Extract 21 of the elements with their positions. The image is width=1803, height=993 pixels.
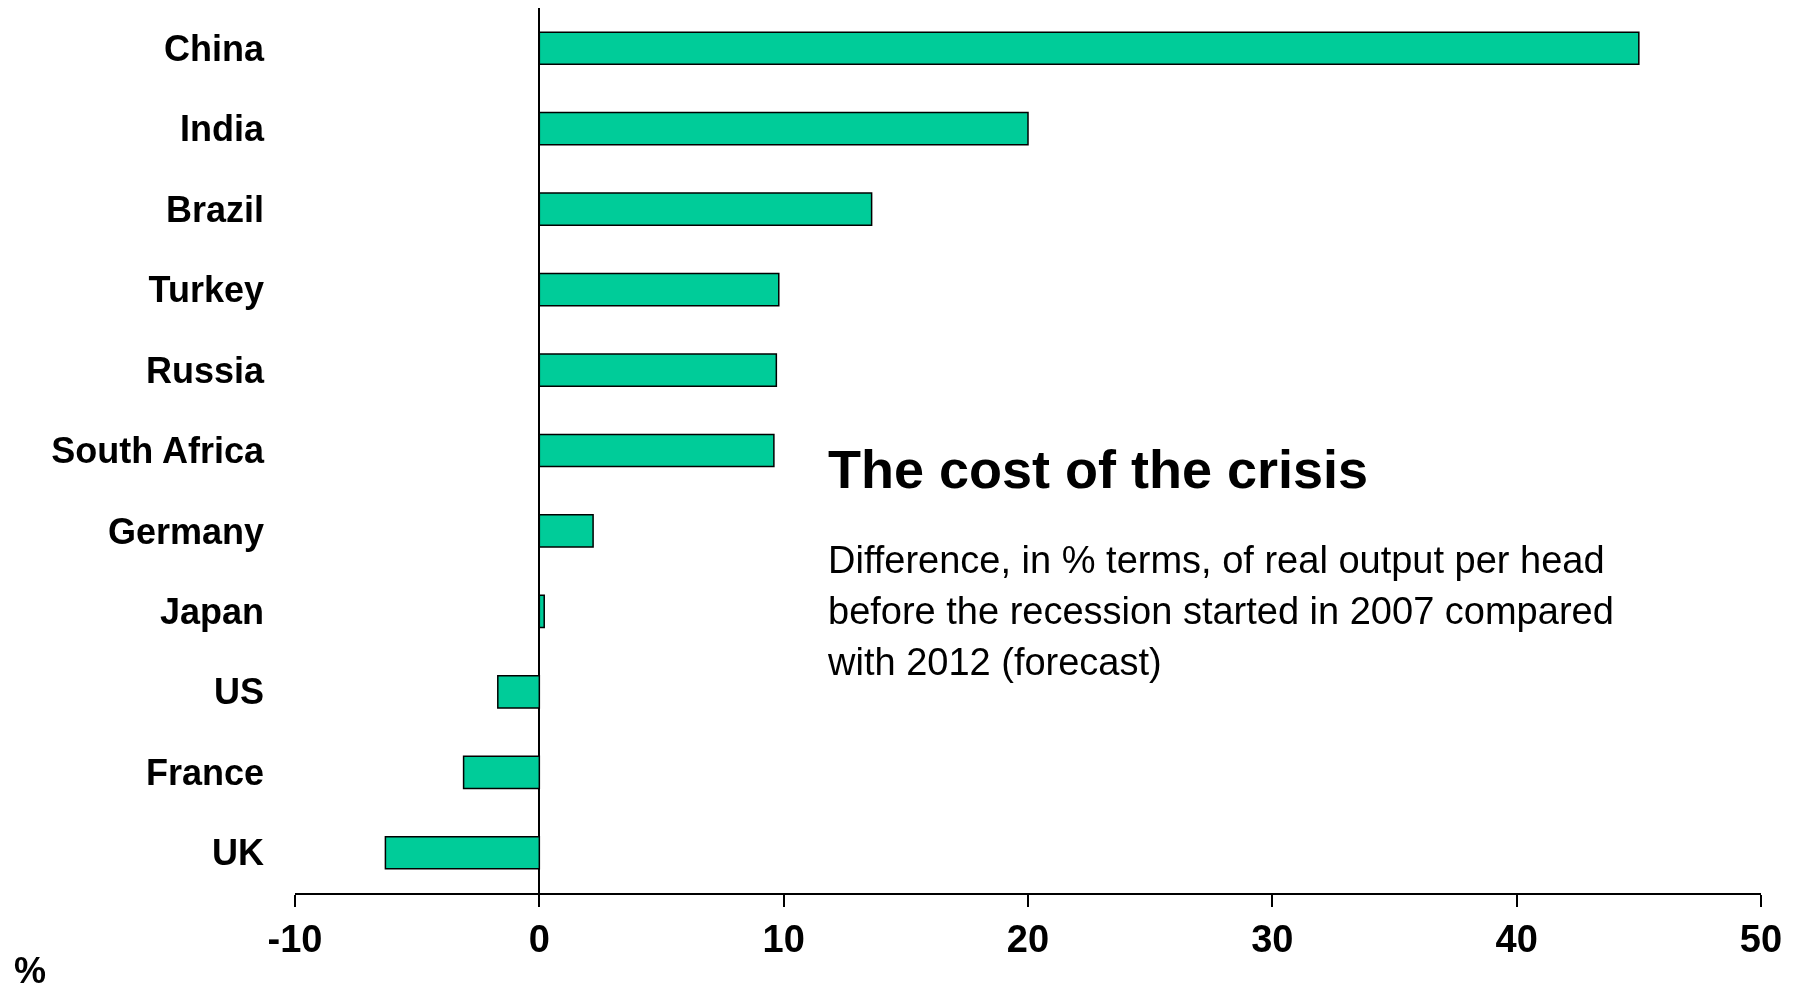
text: Difference, in % terms, of real output per head before the recession started in 2007 compared with 2012 (forecast) [828, 538, 1615, 685]
x-tick-label: 50 [1739, 918, 1783, 961]
x-tick-label: -10 [267, 918, 323, 961]
text: The cost of the crisis [828, 438, 1369, 500]
x-tick-label: 40 [1495, 918, 1538, 961]
y-tick-label: Russia [145, 349, 265, 391]
y-tick-label: India [179, 108, 265, 150]
y-tick-label: UK [212, 832, 264, 874]
x-tick-label: 10 [762, 918, 805, 961]
y-tick-label: Brazil [165, 188, 264, 230]
y-tick-label: Japan [159, 591, 264, 633]
y-tick-label: China [163, 27, 265, 69]
y-tick-label: Turkey [148, 269, 264, 311]
y-tick-label: Germany [107, 510, 264, 552]
x-tick-label: 0 [528, 918, 550, 961]
y-tick-label: US [213, 671, 264, 713]
x-tick-label: 30 [1251, 918, 1294, 961]
x-axis-title: % [14, 950, 47, 992]
y-tick-label: France [145, 751, 264, 793]
y-tick-label: South Africa [51, 430, 265, 472]
x-tick-label: 20 [1006, 918, 1050, 961]
